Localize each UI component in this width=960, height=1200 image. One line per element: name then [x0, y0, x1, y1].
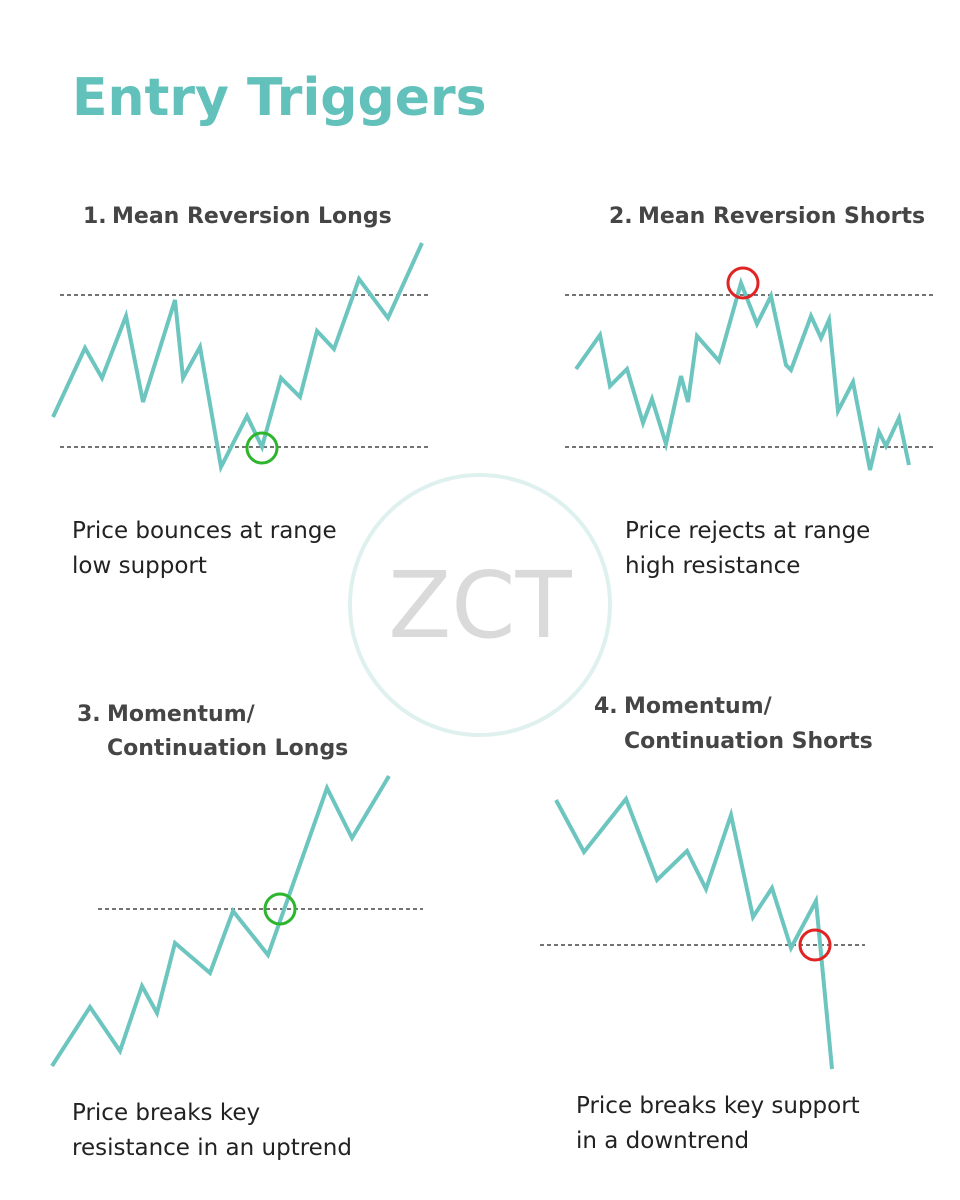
page-title: Entry Triggers	[72, 68, 487, 128]
watermark: ZCT	[348, 473, 612, 737]
panel-heading: 2. Mean Reversion Shorts	[609, 204, 925, 229]
caption-line: Price bounces at range	[72, 518, 337, 544]
caption-line: in a downtrend	[576, 1128, 749, 1154]
entry-marker	[263, 892, 297, 926]
panel-caption: Price rejects at range high resistance	[625, 518, 870, 579]
entry-marker	[245, 431, 279, 465]
panel-number: 3.	[77, 702, 101, 727]
panel-caption: Price breaks key support in a downtrend	[576, 1093, 860, 1154]
panel-heading: 1. Mean Reversion Longs	[83, 204, 392, 229]
panel-heading-line: Continuation Shorts	[624, 729, 873, 754]
price-line	[50, 774, 391, 1068]
panel-heading-line: Momentum/	[624, 694, 773, 719]
panel-number: 1.	[83, 204, 107, 229]
panel-heading-line: Momentum/	[107, 702, 256, 727]
entry-marker	[798, 928, 832, 962]
watermark-text: ZCT	[388, 552, 572, 659]
panel-caption: Price bounces at range low support	[72, 518, 337, 579]
panel-number: 2.	[609, 204, 633, 229]
caption-line: Price breaks key support	[576, 1093, 860, 1119]
watermark-ring	[348, 473, 612, 737]
price-line	[574, 276, 911, 471]
caption-line: Price breaks key	[72, 1100, 260, 1126]
panel-heading-line: Continuation Longs	[107, 736, 348, 761]
price-line	[51, 242, 424, 474]
panel-heading-line: Mean Reversion Longs	[112, 204, 392, 229]
panel-caption: Price breaks key resistance in an uptrend	[72, 1100, 352, 1161]
panel-number: 4.	[594, 694, 618, 719]
caption-line: low support	[72, 553, 207, 579]
panel-heading-line: Mean Reversion Shorts	[638, 204, 925, 229]
entry-marker	[726, 266, 760, 300]
price-line	[554, 795, 834, 1070]
caption-line: Price rejects at range	[625, 518, 870, 544]
caption-line: high resistance	[625, 553, 800, 579]
caption-line: resistance in an uptrend	[72, 1135, 352, 1161]
panel-heading: 4. Momentum/Continuation Shorts	[594, 694, 873, 754]
panel-heading: 3. Momentum/Continuation Longs	[77, 702, 348, 761]
